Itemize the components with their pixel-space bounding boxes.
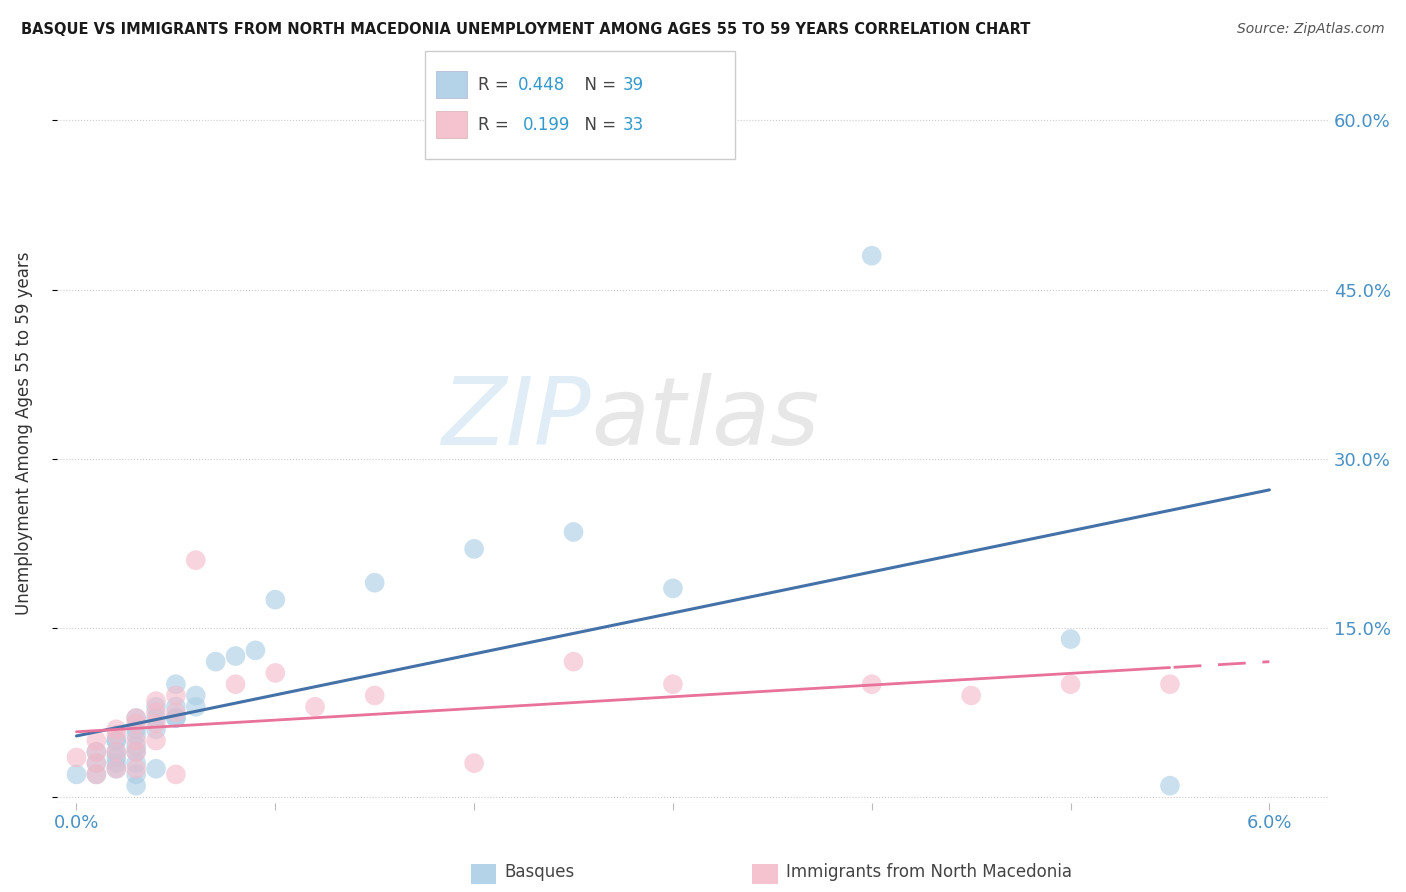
Point xyxy=(145,762,167,776)
Point xyxy=(165,767,187,781)
Point xyxy=(105,762,128,776)
Point xyxy=(165,689,187,703)
Point xyxy=(86,767,108,781)
Point xyxy=(86,745,108,759)
Text: R =: R = xyxy=(478,116,519,134)
Point xyxy=(86,745,108,759)
Point xyxy=(86,733,108,747)
Point xyxy=(105,733,128,747)
Point xyxy=(105,750,128,764)
Text: 0.448: 0.448 xyxy=(517,76,565,94)
Point xyxy=(105,762,128,776)
Point xyxy=(662,582,685,596)
Point xyxy=(662,677,685,691)
Point xyxy=(125,767,148,781)
Point xyxy=(1059,677,1081,691)
Point xyxy=(1159,677,1181,691)
Point xyxy=(463,756,485,771)
Point xyxy=(225,677,247,691)
Point xyxy=(65,767,87,781)
Point xyxy=(125,756,148,771)
Point xyxy=(562,524,585,539)
Point xyxy=(86,756,108,771)
Point xyxy=(1159,779,1181,793)
Point xyxy=(105,728,128,742)
Point xyxy=(145,711,167,725)
Point xyxy=(125,711,148,725)
Point xyxy=(184,689,207,703)
Text: N =: N = xyxy=(574,116,621,134)
Text: R =: R = xyxy=(478,76,515,94)
Point xyxy=(125,779,148,793)
Point xyxy=(304,699,326,714)
Point xyxy=(145,694,167,708)
Point xyxy=(105,745,128,759)
Text: 33: 33 xyxy=(623,116,644,134)
Point xyxy=(145,699,167,714)
Point xyxy=(264,665,287,680)
Text: 0.199: 0.199 xyxy=(523,116,571,134)
Text: ZIP: ZIP xyxy=(441,373,591,464)
Text: BASQUE VS IMMIGRANTS FROM NORTH MACEDONIA UNEMPLOYMENT AMONG AGES 55 TO 59 YEARS: BASQUE VS IMMIGRANTS FROM NORTH MACEDONI… xyxy=(21,22,1031,37)
Point xyxy=(145,733,167,747)
Point xyxy=(125,728,148,742)
Point xyxy=(125,723,148,737)
Point xyxy=(105,733,128,747)
Point xyxy=(125,745,148,759)
Text: Source: ZipAtlas.com: Source: ZipAtlas.com xyxy=(1237,22,1385,37)
Text: 39: 39 xyxy=(623,76,644,94)
Point xyxy=(125,733,148,747)
Point xyxy=(145,723,167,737)
Text: Basques: Basques xyxy=(505,863,575,881)
Point xyxy=(562,655,585,669)
Point xyxy=(204,655,226,669)
Point xyxy=(165,706,187,720)
Point xyxy=(145,706,167,720)
Point xyxy=(165,711,187,725)
Point xyxy=(860,249,883,263)
Point xyxy=(125,711,148,725)
Point xyxy=(105,756,128,771)
Text: Immigrants from North Macedonia: Immigrants from North Macedonia xyxy=(786,863,1071,881)
Point xyxy=(65,750,87,764)
Point xyxy=(105,745,128,759)
Point xyxy=(960,689,983,703)
Point xyxy=(125,762,148,776)
Point xyxy=(860,677,883,691)
Point xyxy=(463,541,485,556)
Point xyxy=(86,767,108,781)
Text: N =: N = xyxy=(574,76,621,94)
Text: atlas: atlas xyxy=(591,373,820,464)
Point xyxy=(225,648,247,663)
Point xyxy=(364,689,387,703)
Point xyxy=(125,745,148,759)
Point xyxy=(1059,632,1081,646)
Point xyxy=(165,677,187,691)
Point xyxy=(165,711,187,725)
Point xyxy=(145,716,167,731)
Point xyxy=(264,592,287,607)
Point xyxy=(125,739,148,754)
Point xyxy=(125,716,148,731)
Point xyxy=(364,575,387,590)
Point xyxy=(245,643,267,657)
Point xyxy=(184,699,207,714)
Point xyxy=(184,553,207,567)
Y-axis label: Unemployment Among Ages 55 to 59 years: Unemployment Among Ages 55 to 59 years xyxy=(15,252,32,615)
Point xyxy=(86,756,108,771)
Point xyxy=(165,699,187,714)
Point xyxy=(105,723,128,737)
